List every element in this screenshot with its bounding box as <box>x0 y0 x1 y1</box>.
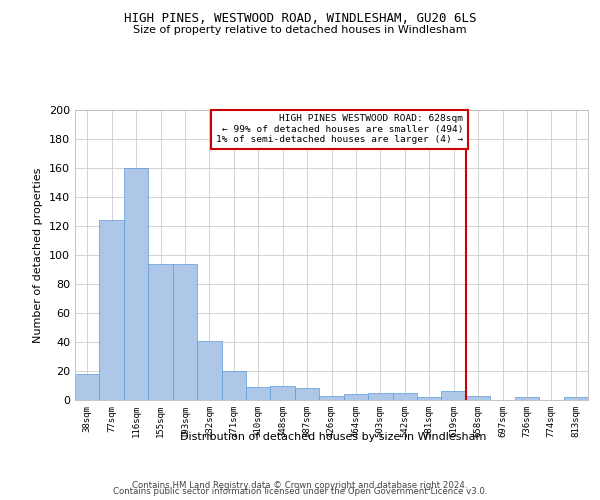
Bar <box>197 340 221 400</box>
Bar <box>417 397 442 400</box>
Bar <box>221 371 246 400</box>
Bar <box>271 386 295 400</box>
Bar <box>515 397 539 400</box>
Bar <box>295 388 319 400</box>
Text: HIGH PINES WESTWOOD ROAD: 628sqm
← 99% of detached houses are smaller (494)
1% o: HIGH PINES WESTWOOD ROAD: 628sqm ← 99% o… <box>216 114 463 144</box>
Bar <box>466 396 490 400</box>
Bar <box>563 397 588 400</box>
Bar <box>392 393 417 400</box>
Bar <box>173 264 197 400</box>
Bar <box>319 396 344 400</box>
Text: Distribution of detached houses by size in Windlesham: Distribution of detached houses by size … <box>180 432 486 442</box>
Bar <box>442 392 466 400</box>
Y-axis label: Number of detached properties: Number of detached properties <box>34 168 43 342</box>
Bar <box>100 220 124 400</box>
Bar <box>124 168 148 400</box>
Bar <box>75 374 100 400</box>
Bar <box>368 393 392 400</box>
Text: Size of property relative to detached houses in Windlesham: Size of property relative to detached ho… <box>133 25 467 35</box>
Text: Contains public sector information licensed under the Open Government Licence v3: Contains public sector information licen… <box>113 487 487 496</box>
Text: Contains HM Land Registry data © Crown copyright and database right 2024.: Contains HM Land Registry data © Crown c… <box>132 481 468 490</box>
Bar <box>246 387 271 400</box>
Bar <box>148 264 173 400</box>
Bar <box>344 394 368 400</box>
Text: HIGH PINES, WESTWOOD ROAD, WINDLESHAM, GU20 6LS: HIGH PINES, WESTWOOD ROAD, WINDLESHAM, G… <box>124 12 476 26</box>
